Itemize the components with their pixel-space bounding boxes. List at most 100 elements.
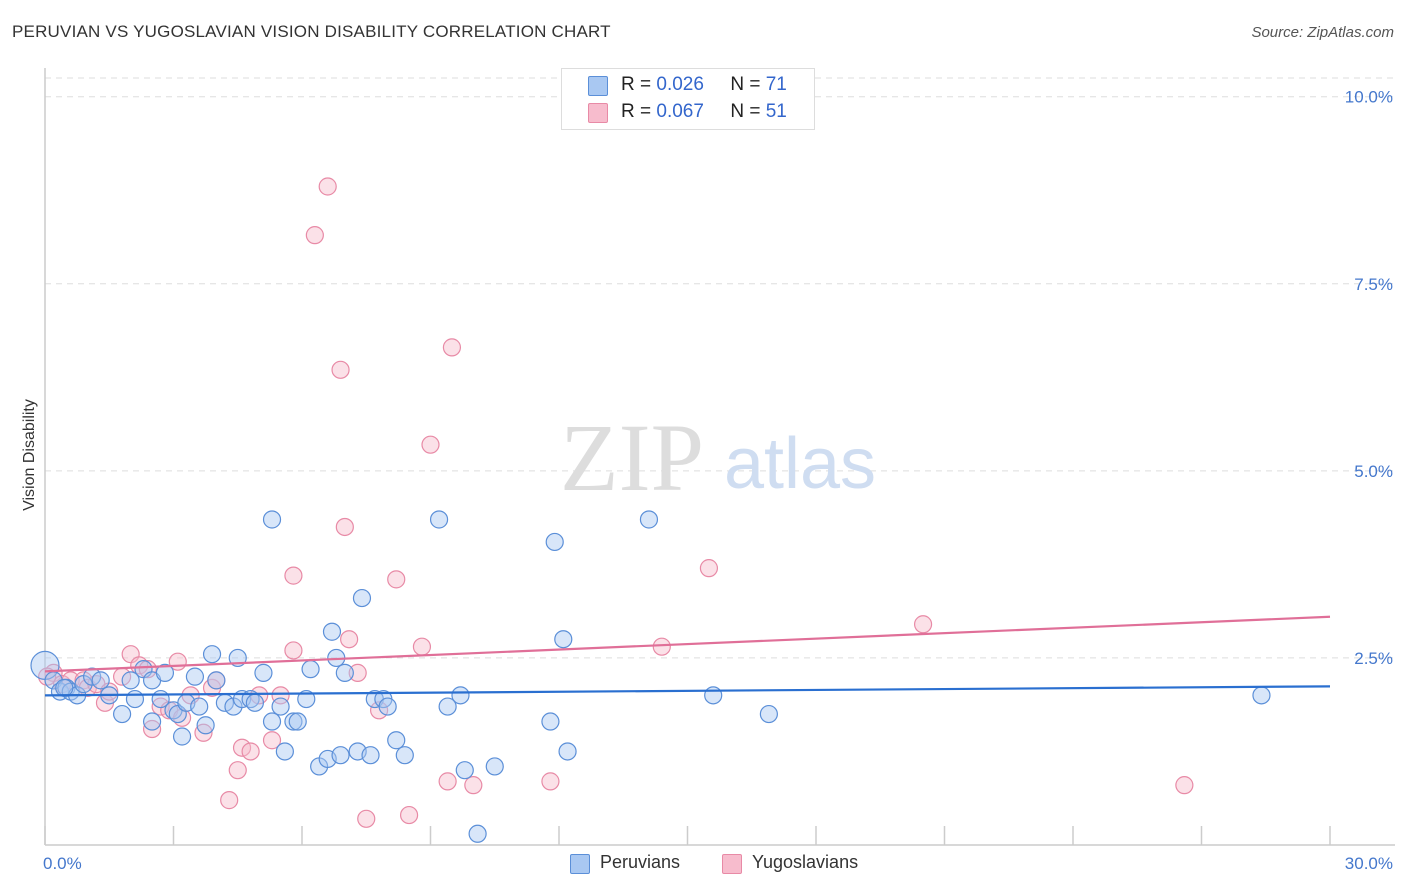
peruvians-point [125,689,145,709]
yugoslavians-point [412,637,432,656]
r-value: 0.067 [656,101,704,122]
peruvians-point [262,712,282,731]
yugoslavians-point [305,226,324,245]
yugoslavians-point [220,791,239,810]
peruvians-point [541,712,560,731]
peruvians-point [558,742,577,761]
yugoslavians-point [913,615,933,634]
source-label: Source: ZipAtlas.com [1251,24,1394,41]
peruvians-point [704,686,723,705]
yugoslavians-point [348,663,367,682]
peruvians-point [207,671,226,690]
peruvians-point [297,689,316,709]
y-tick-label: 7.5% [1354,275,1393,294]
watermark: ZIP atlas [560,404,876,511]
peruvians-point [455,761,474,780]
peruvians-point [288,712,307,731]
peruvians-point [554,630,573,649]
gridlines [45,77,1395,659]
peruvians-point [451,686,470,705]
yugoslavians-point [340,630,359,649]
n-value: 71 [765,74,787,95]
peruvians-point [262,510,282,529]
yugoslavians-point [357,809,376,828]
chart-title: PERUVIAN VS YUGOSLAVIAN VISION DISABILIT… [12,22,611,41]
peruvians-point [301,660,320,679]
peruvians-point [429,510,449,529]
yugoslavians-point [331,360,350,379]
peruvians-point [271,697,290,716]
peruvians-point [155,663,175,682]
peruvians-point [378,697,397,716]
peruvians-point [284,712,303,731]
x-tick-label: 0.0% [43,854,82,873]
peruvians-trend-line [44,685,1331,697]
y-tick-label: 10.0% [1345,88,1393,107]
yugoslavians-point [387,570,406,589]
yugoslavians-point [699,559,719,578]
tick-labels: 2.5% 5.0% 7.5% 10.0% 0.0% 30.0% [43,88,1393,873]
yugoslavians-point [241,742,260,761]
yugoslavians-point [442,338,462,357]
yugoslavians-swatch [588,103,608,123]
r-label: R = [621,101,652,122]
peruvians-point [322,622,342,641]
yugoslavians-legend-swatch [722,854,742,874]
peruvians-point [172,727,192,746]
correlation-legend: R = 0.026 N = 71 R = 0.067 N = 51 [561,68,815,130]
r-value: 0.026 [656,74,704,95]
legend-text-peruvians: R = 0.026 N = 71 [621,74,787,96]
peruvians-point [352,588,372,608]
yugoslavians-point [421,435,440,454]
peruvians-swatch [588,76,608,96]
peruvians-point [121,671,140,690]
yugoslavians-point [335,517,354,537]
peruvians-point [245,693,264,712]
peruvians-legend-swatch [570,854,590,874]
peruvians-point [335,663,354,682]
series-legend: Peruvians Yugoslavians [0,852,1406,878]
n-value: 51 [765,101,787,122]
y-tick-label: 5.0% [1354,462,1393,481]
peruvians-point [485,757,504,776]
yugoslavians-point [318,177,337,196]
peruvians-point [759,704,778,724]
peruvians-point [1252,686,1271,705]
yugoslavians-point [142,719,162,739]
axes [44,68,1395,846]
r-label: R = [621,74,652,95]
yugoslavians-point [399,805,419,825]
peruvians-point [190,697,209,716]
peruvians-point [438,697,457,716]
peruvians-point [468,824,487,843]
peruvians-point [639,510,659,529]
peruvians-point [275,742,294,761]
yugoslavians-point [284,641,303,660]
peruvians-points [30,510,1271,843]
peruvians-point [91,671,110,690]
watermark-zip: ZIP [560,404,704,511]
peruvians-point [185,667,205,686]
yugoslavians-legend-label: Yugoslavians [752,852,859,872]
peruvians-point [142,712,162,731]
peruvians-point [387,731,406,750]
n-label: N = [730,101,761,122]
yugoslavians-point [438,772,457,791]
yugoslavians-point [194,723,213,742]
yugoslavians-point [262,731,282,750]
yugoslavians-point [464,776,483,795]
yugoslavians-point [228,761,247,780]
watermark-atlas: atlas [724,424,876,504]
peruvians-legend-label: Peruvians [600,852,681,872]
y-tick-label: 2.5% [1354,649,1393,668]
yugoslavians-point [652,637,671,656]
peruvians-point [254,663,273,682]
yugoslavians-trend-line [44,615,1331,673]
trend-lines [44,615,1331,697]
yugoslavians-point [284,566,303,585]
peruvians-point [545,532,564,552]
yugoslavians-point [1175,776,1194,795]
peruvians-point [361,746,380,765]
yugoslavians-point [138,660,157,679]
peruvians-point [395,746,414,765]
